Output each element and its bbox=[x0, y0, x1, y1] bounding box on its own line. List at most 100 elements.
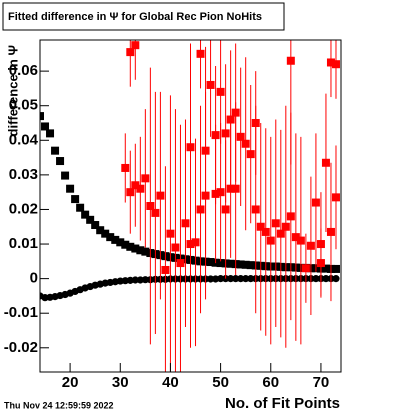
data-point bbox=[116, 238, 125, 247]
x-axis-label: No. of Fit Points bbox=[225, 395, 340, 412]
title-box bbox=[2, 2, 285, 31]
data-point bbox=[331, 60, 340, 69]
data-point bbox=[322, 275, 330, 283]
data-point bbox=[216, 87, 225, 96]
data-point bbox=[256, 222, 265, 231]
y-tick-label: 0.04 bbox=[9, 131, 39, 148]
y-tick-label: 0.01 bbox=[9, 235, 38, 252]
x-tick-label: 20 bbox=[62, 374, 79, 391]
data-point bbox=[211, 131, 220, 140]
data-point bbox=[91, 221, 100, 230]
data-point bbox=[271, 219, 280, 228]
data-point bbox=[286, 212, 295, 221]
data-point bbox=[246, 261, 255, 270]
data-point bbox=[66, 184, 75, 193]
data-point bbox=[326, 227, 335, 236]
data-point bbox=[201, 191, 210, 200]
data-point bbox=[321, 158, 330, 167]
data-point bbox=[312, 275, 320, 283]
x-tick-label: 70 bbox=[313, 374, 330, 391]
data-point bbox=[96, 226, 105, 235]
data-point bbox=[261, 227, 270, 236]
data-point bbox=[326, 58, 335, 67]
data-point bbox=[266, 236, 275, 245]
data-point bbox=[161, 265, 170, 274]
data-point bbox=[311, 198, 320, 207]
data-point bbox=[146, 202, 155, 210]
chart-title: Fitted difference in Ψ for Global Rec Pi… bbox=[8, 11, 262, 23]
data-point bbox=[206, 275, 215, 283]
data-point bbox=[51, 146, 60, 155]
data-point bbox=[166, 229, 175, 238]
data-point bbox=[136, 246, 145, 255]
data-point bbox=[196, 205, 205, 214]
y-tick-label: -0.01 bbox=[4, 304, 38, 321]
data-point bbox=[121, 163, 130, 172]
data-point bbox=[226, 259, 235, 268]
data-point bbox=[126, 242, 135, 251]
data-point bbox=[321, 264, 330, 273]
data-point bbox=[206, 258, 215, 267]
data-point bbox=[316, 240, 325, 249]
data-point bbox=[106, 233, 115, 242]
data-point bbox=[71, 195, 80, 204]
data-point bbox=[56, 157, 65, 166]
data-point bbox=[247, 275, 255, 283]
data-point bbox=[231, 184, 240, 193]
y-tick-label: -0.02 bbox=[4, 339, 38, 356]
data-point bbox=[306, 241, 315, 250]
data-point bbox=[181, 219, 190, 228]
y-tick-label: 0.05 bbox=[9, 97, 38, 114]
x-tick-label: 50 bbox=[212, 374, 229, 391]
x-tick-label: 30 bbox=[112, 374, 129, 391]
data-point bbox=[176, 259, 185, 268]
plot-area bbox=[40, 40, 340, 372]
data-point bbox=[216, 188, 225, 197]
data-point bbox=[141, 247, 150, 256]
frame bbox=[39, 39, 342, 373]
data-point bbox=[241, 260, 250, 269]
data-point bbox=[196, 49, 205, 58]
data-point bbox=[131, 244, 140, 253]
data-point bbox=[232, 275, 240, 283]
data-point bbox=[217, 275, 225, 283]
data-point bbox=[331, 264, 340, 273]
data-point bbox=[296, 236, 305, 245]
data-point bbox=[221, 129, 230, 138]
data-point bbox=[81, 210, 90, 219]
data-point bbox=[111, 235, 120, 244]
data-point bbox=[286, 56, 295, 65]
data-point bbox=[276, 229, 285, 238]
y-tick-label: 0.03 bbox=[9, 166, 38, 183]
x-tick-label: 60 bbox=[262, 374, 279, 391]
y-tick-label: 0 bbox=[30, 270, 38, 287]
data-point bbox=[131, 276, 139, 284]
data-point bbox=[141, 276, 149, 284]
data-point bbox=[131, 181, 140, 190]
data-point bbox=[126, 188, 135, 197]
data-point bbox=[251, 205, 260, 214]
data-point bbox=[237, 275, 245, 283]
data-point bbox=[86, 215, 95, 224]
data-point bbox=[221, 205, 230, 214]
x-tick-label: 40 bbox=[162, 374, 179, 391]
data-point bbox=[216, 259, 225, 268]
data-point bbox=[171, 243, 180, 252]
data-point bbox=[191, 238, 200, 247]
data-point bbox=[227, 275, 235, 283]
data-point bbox=[186, 240, 195, 249]
data-point bbox=[121, 240, 130, 249]
footer-date: Thu Nov 24 12:59:59 2022 bbox=[4, 400, 114, 410]
data-point bbox=[226, 184, 235, 193]
data-point bbox=[246, 150, 255, 159]
data-point bbox=[331, 193, 340, 202]
y-tick-label: 0.02 bbox=[9, 200, 38, 217]
data-point bbox=[151, 208, 160, 217]
data-point bbox=[281, 222, 290, 231]
data-point bbox=[76, 203, 85, 212]
data-point bbox=[236, 260, 245, 269]
data-point bbox=[61, 171, 70, 180]
data-point bbox=[206, 80, 215, 89]
data-point bbox=[126, 48, 135, 57]
